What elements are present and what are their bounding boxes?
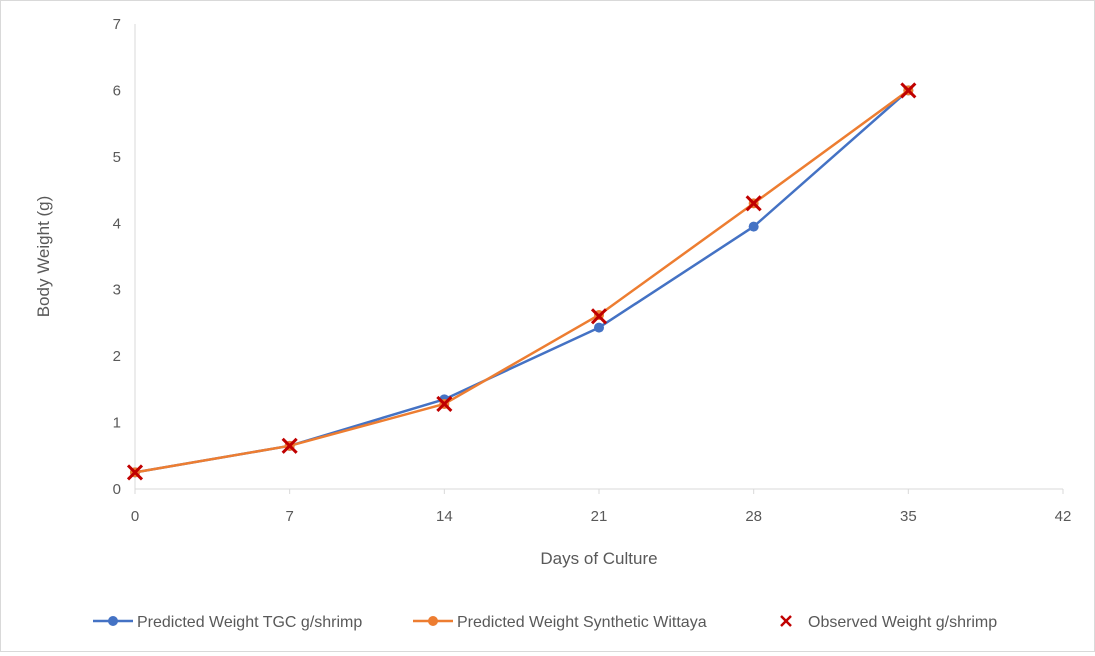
- x-tick-label: 0: [131, 508, 139, 525]
- series-2: [130, 85, 914, 478]
- y-tick-label: 0: [113, 481, 121, 498]
- legend-label: Predicted Weight TGC g/shrimp: [137, 614, 362, 631]
- legend-marker: [108, 616, 118, 626]
- series-3: [126, 82, 917, 481]
- series-line: [134, 89, 910, 474]
- x-tick-label: 14: [436, 508, 453, 525]
- series-layer: [126, 82, 917, 481]
- x-tick-label: 35: [900, 508, 917, 525]
- data-point: [900, 82, 917, 99]
- y-tick-label: 4: [113, 215, 121, 232]
- x-tick-label: 28: [745, 508, 762, 525]
- series-1: [130, 85, 914, 478]
- legend-label: Observed Weight g/shrimp: [808, 614, 997, 631]
- y-tick-label: 5: [113, 149, 121, 166]
- legend-item-1: Predicted Weight TGC g/shrimp: [93, 614, 362, 631]
- y-tick-label: 1: [113, 415, 121, 432]
- y-axis-title: Body Weight (g): [34, 196, 53, 318]
- legend: Predicted Weight TGC g/shrimp Predicted W…: [93, 614, 997, 631]
- axes: 0 1 2 3 4 5 6 7 0 7 14 21 28 35 42: [113, 16, 1072, 525]
- y-tick-label: 3: [113, 282, 121, 299]
- x-marker-stroke: [900, 82, 917, 99]
- y-tick-label: 2: [113, 348, 121, 365]
- series-line: [134, 89, 910, 474]
- x-marker-stroke: [590, 308, 608, 325]
- legend-label: Predicted Weight Synthetic Wittaya: [457, 614, 707, 631]
- data-point: [748, 221, 759, 232]
- x-tick-label: 7: [285, 508, 293, 525]
- x-marker-stroke: [745, 195, 762, 212]
- y-tick-label: 7: [113, 16, 121, 33]
- legend-marker: [428, 616, 438, 626]
- y-tick-label: 6: [113, 82, 121, 99]
- legend-item-2: Predicted Weight Synthetic Wittaya: [413, 614, 707, 631]
- data-point: [436, 395, 453, 413]
- x-axis-title: Days of Culture: [540, 549, 657, 568]
- data-point: [590, 308, 608, 325]
- x-marker-stroke: [126, 464, 144, 481]
- data-point: [594, 322, 604, 333]
- x-tick-label: 42: [1055, 508, 1072, 525]
- x-marker-stroke: [780, 615, 792, 627]
- legend-marker: [780, 615, 792, 627]
- data-point: [126, 464, 144, 481]
- x-marker-stroke: [436, 395, 453, 413]
- data-point: [281, 437, 298, 454]
- legend-item-3: Observed Weight g/shrimp: [780, 614, 997, 631]
- x-marker-stroke: [281, 437, 298, 454]
- data-point: [745, 195, 762, 212]
- x-tick-label: 21: [591, 508, 608, 525]
